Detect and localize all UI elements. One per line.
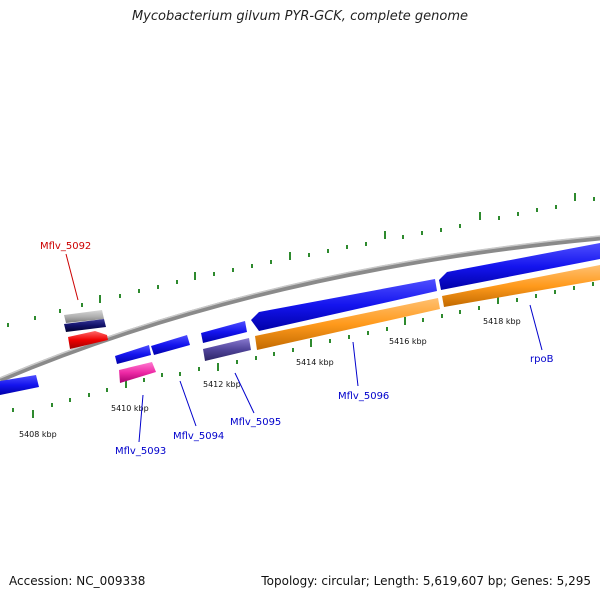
gene-rpob[interactable] xyxy=(439,243,600,290)
tick-label: 5414 kbp xyxy=(296,358,334,367)
feature-navy[interactable] xyxy=(64,319,106,332)
gene-mflv-5095[interactable] xyxy=(203,338,251,361)
gene-mflv-5093-upper[interactable] xyxy=(115,345,151,364)
tick-label: 5416 kbp xyxy=(389,337,427,346)
leader-line-mflv-5094 xyxy=(179,380,197,427)
tick-label: 5418 kbp xyxy=(483,317,521,326)
outer-tick-row xyxy=(7,193,595,327)
gene-mflv-5092[interactable] xyxy=(68,331,108,349)
genome-backbone-highlight xyxy=(0,235,600,379)
leader-line-mflv-5095 xyxy=(234,372,255,414)
tick-label: 5410 kbp xyxy=(111,404,149,413)
gene-label-mflv-5095[interactable]: Mflv_5095 xyxy=(230,417,281,428)
leader-line-mflv-5096 xyxy=(352,341,359,387)
gene-label-mflv-5092[interactable]: Mflv_5092 xyxy=(40,241,91,252)
inner-tick-row xyxy=(12,282,594,418)
gene-feature-right-orange[interactable] xyxy=(442,265,600,307)
gene-mflv-5096-upper[interactable] xyxy=(251,279,437,331)
feature-gray[interactable] xyxy=(64,310,104,323)
topology-text: Topology: circular; Length: 5,619,607 bp… xyxy=(261,574,591,588)
leader-line-rpob xyxy=(529,304,543,351)
gene-label-mflv-5096[interactable]: Mflv_5096 xyxy=(338,391,389,402)
gene-feature-left[interactable] xyxy=(0,375,39,395)
accession-text: Accession: NC_009338 xyxy=(9,574,146,588)
gene-mflv-5093[interactable] xyxy=(119,362,156,383)
tick-label: 5412 kbp xyxy=(203,380,241,389)
gene-mflv-5095-upper[interactable] xyxy=(201,321,247,343)
gene-label-mflv-5093[interactable]: Mflv_5093 xyxy=(115,446,166,457)
gene-mflv-5096[interactable] xyxy=(255,298,440,350)
map-title: Mycobacterium gilvum PYR-GCK, complete g… xyxy=(131,9,469,24)
leader-line-mflv-5092 xyxy=(65,253,79,301)
tick-label: 5408 kbp xyxy=(19,430,57,439)
gene-mflv-5094[interactable] xyxy=(151,335,190,355)
genome-backbone xyxy=(0,235,600,383)
gene-label-mflv-5094[interactable]: Mflv_5094 xyxy=(173,431,224,442)
gene-label-rpob[interactable]: rpoB xyxy=(530,354,554,365)
leader-line-mflv-5093 xyxy=(138,394,144,443)
